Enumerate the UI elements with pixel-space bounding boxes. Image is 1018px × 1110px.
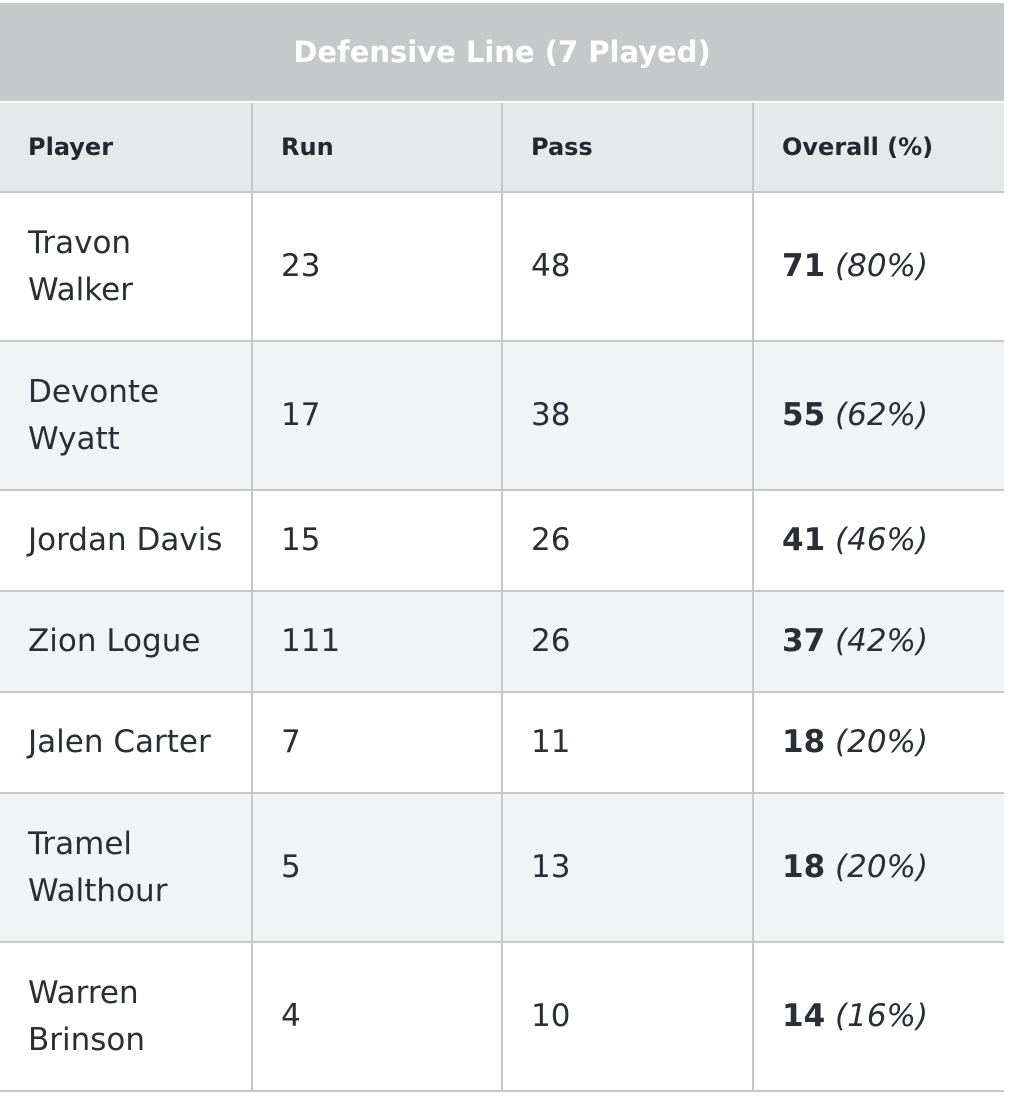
table-row: Tramel Walthour 5 13 18 (20%): [0, 793, 1005, 943]
column-header-row: Player Run Pass Overall (%): [0, 102, 1005, 193]
table-caption-row: Defensive Line (7 Played): [0, 3, 1005, 103]
run-value: 111: [251, 591, 502, 693]
overall-snaps: 18: [782, 724, 826, 760]
table-row: Jalen Carter 7 11 18 (20%): [0, 692, 1005, 794]
table-row: Devonte Wyatt 17 38 55 (62%): [0, 341, 1005, 491]
player-name: Zion Logue: [0, 591, 252, 693]
run-value: 15: [251, 490, 502, 592]
overall-snaps: 71: [782, 248, 826, 284]
player-name: Travon Walker: [0, 192, 252, 342]
overall-percent: (46%): [835, 522, 929, 558]
player-name: Devonte Wyatt: [0, 341, 252, 491]
overall-snaps: 41: [782, 522, 826, 558]
pass-value: 10: [501, 942, 753, 1092]
overall-snaps: 37: [782, 623, 826, 659]
overall-value: 14 (16%): [751, 942, 1005, 1092]
pass-value: 11: [501, 692, 753, 794]
defensive-line-table: Defensive Line (7 Played) Player Run Pas…: [0, 3, 1005, 1092]
run-value: 5: [251, 793, 502, 943]
overall-percent: (42%): [835, 623, 929, 659]
header-player: Player: [0, 102, 252, 193]
run-value: 7: [251, 692, 502, 794]
table-caption: Defensive Line (7 Played): [0, 3, 1005, 103]
overall-percent: (62%): [835, 397, 929, 433]
header-run: Run: [251, 102, 502, 193]
run-value: 23: [251, 192, 502, 342]
overall-value: 37 (42%): [751, 591, 1005, 693]
run-value: 4: [251, 942, 502, 1092]
player-name: Warren Brinson: [0, 942, 252, 1092]
run-value: 17: [251, 341, 502, 491]
player-name-text: Warren Brinson: [28, 974, 146, 1058]
overall-value: 18 (20%): [751, 692, 1005, 794]
overall-percent: (80%): [835, 248, 929, 284]
player-name: Jordan Davis: [0, 490, 252, 592]
player-name-text: Devonte Wyatt: [28, 373, 160, 457]
pass-value: 13: [501, 793, 753, 943]
table-row: Jordan Davis 15 26 41 (46%): [0, 490, 1005, 592]
header-pass: Pass: [501, 102, 753, 193]
overall-value: 41 (46%): [751, 490, 1005, 592]
pass-value: 26: [501, 591, 753, 693]
overall-value: 18 (20%): [751, 793, 1005, 943]
player-name-text: Tramel Walthour: [28, 825, 168, 909]
table-row: Warren Brinson 4 10 14 (16%): [0, 942, 1005, 1092]
pass-value: 26: [501, 490, 753, 592]
pass-value: 48: [501, 192, 753, 342]
player-name: Jalen Carter: [0, 692, 252, 794]
overall-percent: (20%): [835, 849, 929, 885]
pass-value: 38: [501, 341, 753, 491]
header-overall: Overall (%): [751, 102, 1005, 193]
player-name: Tramel Walthour: [0, 793, 252, 943]
overall-percent: (20%): [835, 724, 929, 760]
overall-snaps: 14: [782, 998, 826, 1034]
player-name-text: Travon Walker: [28, 224, 133, 308]
overall-value: 55 (62%): [751, 341, 1005, 491]
table-row: Zion Logue 111 26 37 (42%): [0, 591, 1005, 693]
overall-percent: (16%): [835, 998, 929, 1034]
overall-snaps: 18: [782, 849, 826, 885]
overall-value: 71 (80%): [751, 192, 1005, 342]
overall-snaps: 55: [782, 397, 826, 433]
table-row: Travon Walker 23 48 71 (80%): [0, 192, 1005, 342]
stats-table-container: Defensive Line (7 Played) Player Run Pas…: [0, 3, 1005, 1092]
